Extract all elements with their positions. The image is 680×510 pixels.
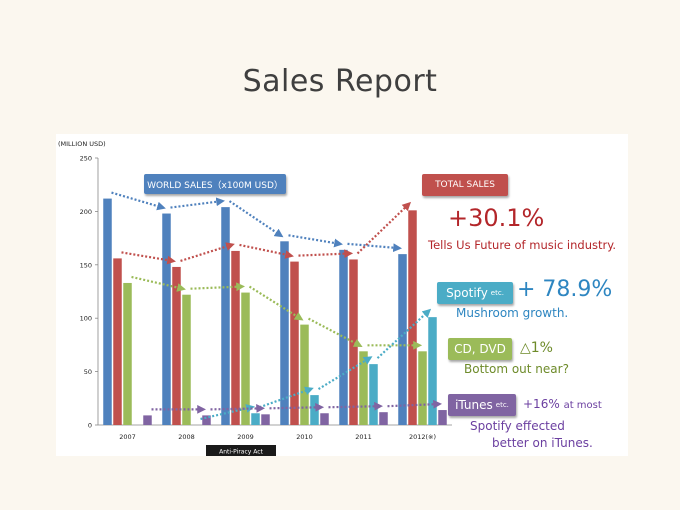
x-tick-label: 2007 — [119, 433, 136, 441]
bar-cd-dvd-2008 — [182, 294, 191, 425]
spotify-note: Mushroom growth. — [456, 306, 569, 320]
x-tick-label: 2008 — [178, 433, 195, 441]
bar-spotify-2012 — [428, 317, 437, 425]
trend-spotify — [376, 308, 432, 359]
bar-itunes-2012 — [438, 410, 447, 425]
y-tick-label: 100 — [80, 315, 92, 323]
bar-cd-dvd-2012 — [418, 351, 427, 425]
bar-spotify-2011 — [369, 364, 378, 425]
bar-total-sales-2008 — [172, 266, 181, 425]
total-sales-pct: +30.1% — [448, 204, 545, 232]
trend-total-sales — [180, 242, 235, 262]
x-tick-label: 2009 — [237, 433, 254, 441]
itunes-label: iTunes — [455, 398, 493, 412]
itunes-pct-value: +16% — [523, 397, 560, 411]
trend-world-sales — [170, 197, 225, 209]
bar-total-sales-2011 — [349, 259, 358, 425]
cd-dvd-pct: △1% — [520, 340, 553, 356]
total-sales-label: TOTAL SALES — [435, 180, 495, 190]
spotify-badge: Spotify etc. — [437, 282, 513, 304]
trend-world-sales — [228, 200, 284, 238]
trend-cd-dvd — [190, 282, 246, 292]
trend-spotify — [317, 356, 373, 391]
x-tick-label: 2011 — [355, 433, 372, 441]
bar-world-sales-2011 — [339, 249, 348, 425]
y-tick-label: 0 — [88, 422, 92, 430]
bar-world-sales-2010 — [280, 241, 289, 425]
trend-itunes — [269, 402, 325, 412]
bar-cd-dvd-2007 — [123, 282, 132, 425]
spotify-etc: etc. — [490, 289, 504, 297]
total-sales-badge: TOTAL SALES — [422, 174, 508, 196]
bar-world-sales-2007 — [103, 198, 112, 425]
itunes-badge: iTunes etc. — [448, 394, 516, 416]
trend-itunes — [328, 401, 384, 411]
bar-cd-dvd-2011 — [359, 351, 368, 425]
bar-cd-dvd-2010 — [300, 324, 309, 425]
trend-cd-dvd — [307, 317, 363, 347]
trend-spotify — [259, 386, 314, 409]
y-axis-label: (MILLION USD) — [58, 140, 106, 148]
x-tick-label: 2012(※) — [409, 433, 436, 441]
anti-piracy-label: Anti-Piracy Act — [219, 449, 263, 456]
cd-dvd-note: Bottom out near? — [464, 362, 569, 376]
spotify-label: Spotify — [446, 286, 488, 300]
trend-world-sales — [347, 242, 403, 253]
itunes-etc: etc. — [495, 401, 509, 409]
total-sales-note: Tells Us Future of music industry. — [428, 238, 617, 252]
trend-world-sales — [111, 191, 166, 211]
bar-total-sales-2007 — [113, 258, 122, 425]
itunes-pct-suffix: at most — [563, 400, 602, 411]
bar-itunes-2008 — [202, 415, 211, 425]
y-tick-label: 150 — [80, 261, 92, 269]
bar-itunes-2011 — [379, 412, 388, 425]
trend-total-sales — [298, 249, 354, 259]
bar-world-sales-2008 — [162, 213, 171, 425]
trend-total-sales — [121, 251, 176, 265]
bar-itunes-2010 — [320, 413, 329, 425]
page-title: Sales Report — [242, 64, 438, 99]
bar-chart: (MILLION USD) 0 50 100 150 200 250 2007 2008 2009… — [58, 140, 452, 456]
y-tick-label: 50 — [84, 368, 92, 376]
bar-spotify-2009 — [251, 413, 260, 425]
itunes-note-2: better on iTunes. — [492, 436, 593, 450]
trend-itunes — [387, 399, 443, 409]
world-sales-badge: WORLD SALES（x100M USD） — [144, 174, 286, 194]
itunes-pct: +16% at most — [523, 397, 602, 411]
spotify-pct: + 78.9% — [517, 277, 613, 302]
world-sales-label: WORLD SALES（x100M USD） — [147, 180, 283, 191]
trend-total-sales — [239, 243, 294, 259]
bar-total-sales-2010 — [290, 261, 299, 425]
itunes-note-1: Spotify effected — [470, 419, 565, 433]
trend-cd-dvd — [131, 275, 186, 292]
trend-spotify — [200, 404, 255, 421]
bar-itunes-2009 — [261, 414, 270, 425]
y-tick-label: 250 — [80, 155, 92, 163]
bar-cd-dvd-2009 — [241, 292, 250, 425]
bar-world-sales-2012 — [398, 254, 407, 425]
bar-world-sales-2009 — [221, 207, 230, 425]
bar-itunes-2007 — [143, 415, 152, 425]
chart-panel: (MILLION USD) 0 50 100 150 200 250 2007 2008 2009… — [56, 134, 628, 456]
y-tick-label: 200 — [80, 208, 92, 216]
trend-itunes — [210, 404, 266, 413]
bar-total-sales-2009 — [231, 250, 240, 425]
x-tick-label: 2010 — [296, 433, 313, 441]
cd-dvd-badge: CD, DVD — [448, 338, 512, 360]
bar-total-sales-2012 — [408, 210, 417, 425]
anti-piracy-box — [206, 445, 276, 456]
trend-world-sales — [288, 234, 343, 248]
bar-spotify-2010 — [310, 395, 319, 425]
cd-dvd-label: CD, DVD — [454, 342, 506, 356]
